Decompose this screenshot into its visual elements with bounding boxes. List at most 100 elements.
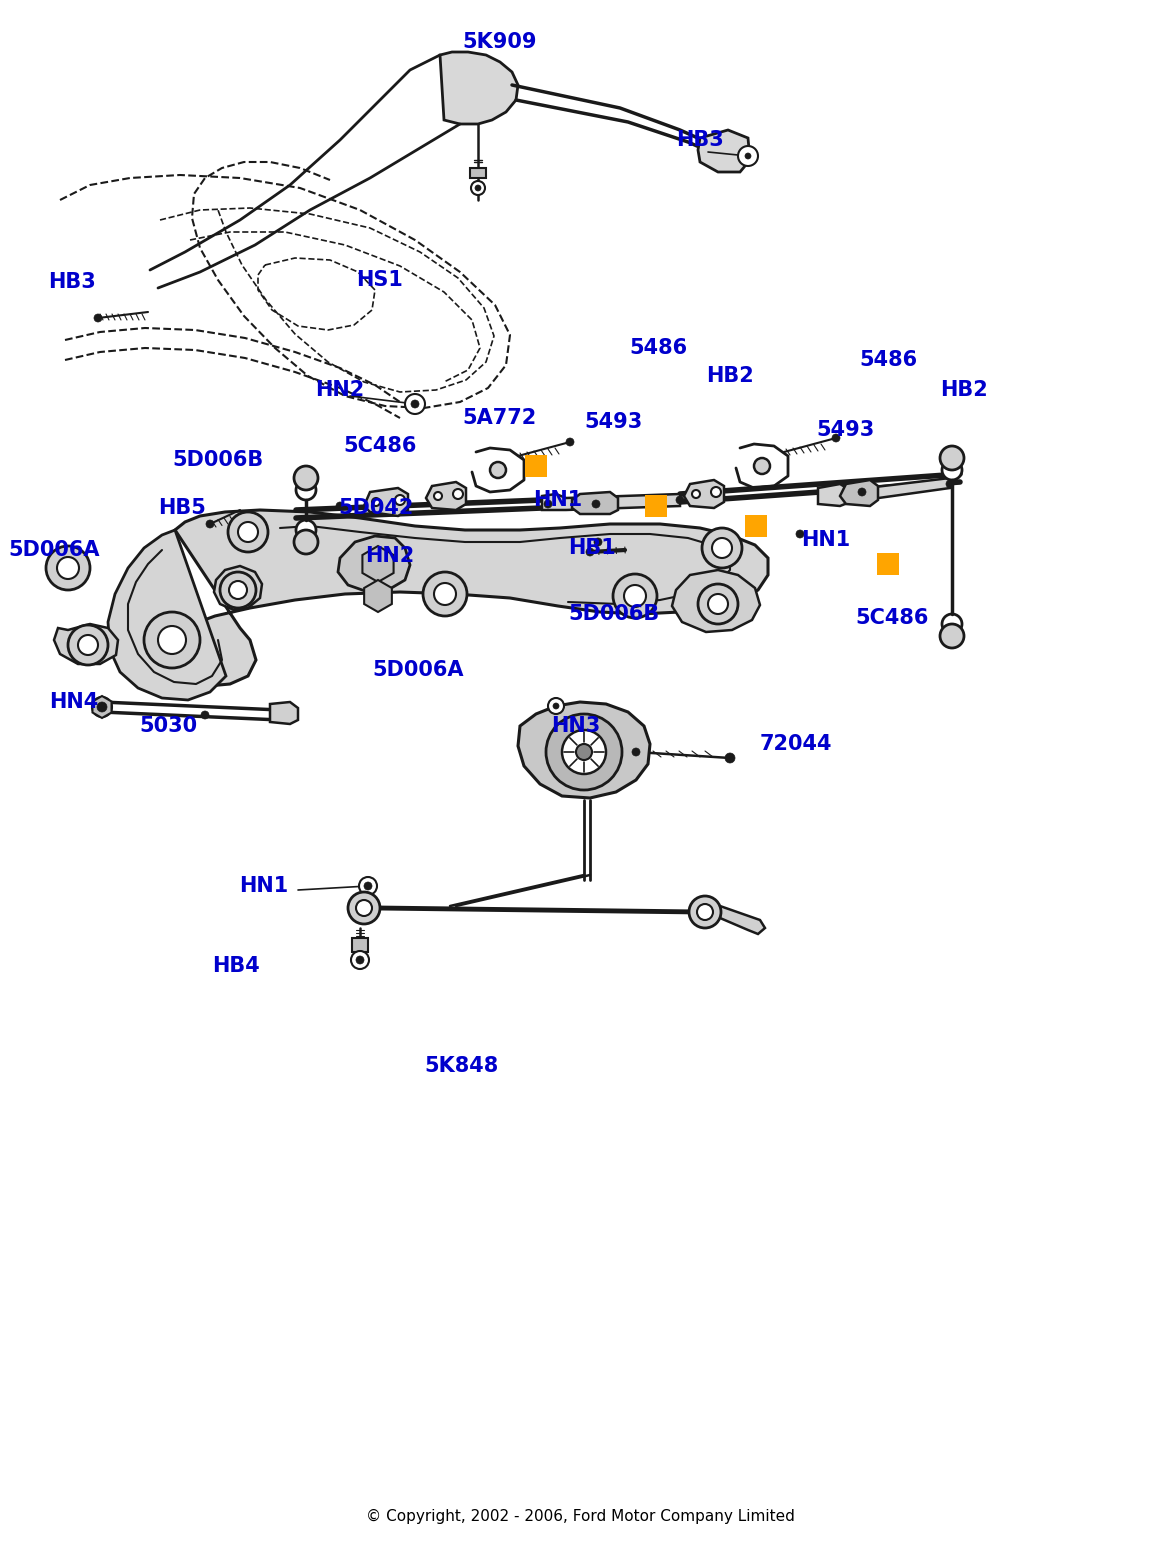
Polygon shape <box>55 625 118 663</box>
Polygon shape <box>108 530 226 700</box>
Circle shape <box>712 538 732 558</box>
Circle shape <box>561 730 606 775</box>
Circle shape <box>364 883 372 890</box>
Circle shape <box>372 498 380 506</box>
Polygon shape <box>162 510 768 686</box>
Bar <box>877 553 899 575</box>
Circle shape <box>544 499 552 509</box>
Text: 5030: 5030 <box>139 716 197 736</box>
Circle shape <box>405 394 425 414</box>
Circle shape <box>411 400 419 408</box>
Polygon shape <box>362 546 393 581</box>
Circle shape <box>68 625 108 665</box>
Circle shape <box>144 612 200 668</box>
Text: HN3: HN3 <box>551 716 601 736</box>
Text: 5493: 5493 <box>817 421 875 441</box>
Circle shape <box>553 703 559 710</box>
Text: HN2: HN2 <box>316 380 364 400</box>
Circle shape <box>92 697 113 717</box>
Text: 5C486: 5C486 <box>855 608 929 628</box>
Circle shape <box>423 572 467 615</box>
Circle shape <box>293 465 318 490</box>
Polygon shape <box>519 702 650 798</box>
Circle shape <box>546 714 622 790</box>
Circle shape <box>348 892 380 925</box>
Circle shape <box>711 487 722 496</box>
Circle shape <box>612 574 657 618</box>
Circle shape <box>351 951 369 969</box>
Circle shape <box>158 626 186 654</box>
Polygon shape <box>572 492 618 513</box>
Polygon shape <box>818 478 950 506</box>
Polygon shape <box>364 489 408 516</box>
Circle shape <box>434 492 442 499</box>
Text: HB2: HB2 <box>706 366 754 386</box>
Text: 72044: 72044 <box>760 734 832 754</box>
Circle shape <box>336 502 345 510</box>
Polygon shape <box>93 696 111 717</box>
Text: HN1: HN1 <box>534 490 582 510</box>
Polygon shape <box>672 570 760 632</box>
Circle shape <box>947 479 954 489</box>
Text: 5K909: 5K909 <box>463 32 537 53</box>
Polygon shape <box>426 482 466 510</box>
Circle shape <box>296 479 316 499</box>
Circle shape <box>940 445 964 470</box>
Circle shape <box>490 462 506 478</box>
Polygon shape <box>542 495 680 510</box>
Text: 5K848: 5K848 <box>425 1056 499 1076</box>
Circle shape <box>46 546 90 591</box>
Polygon shape <box>698 130 751 172</box>
Circle shape <box>358 877 377 895</box>
Circle shape <box>78 635 97 656</box>
Text: HB1: HB1 <box>568 538 616 558</box>
Circle shape <box>942 614 962 634</box>
Circle shape <box>434 583 456 604</box>
Circle shape <box>201 711 209 719</box>
Circle shape <box>577 744 592 761</box>
Bar <box>645 495 667 516</box>
Circle shape <box>676 496 684 504</box>
Circle shape <box>238 523 258 543</box>
Text: 5D042: 5D042 <box>339 498 414 518</box>
Circle shape <box>745 153 751 159</box>
Bar <box>745 515 767 536</box>
Circle shape <box>632 748 640 756</box>
Circle shape <box>754 458 770 475</box>
Circle shape <box>796 530 804 538</box>
Circle shape <box>356 955 364 965</box>
Circle shape <box>220 572 256 608</box>
Circle shape <box>97 702 107 713</box>
Circle shape <box>858 489 867 496</box>
Circle shape <box>396 495 405 506</box>
Text: 5D006A: 5D006A <box>8 540 100 560</box>
Text: 5493: 5493 <box>585 411 643 431</box>
Circle shape <box>693 490 699 498</box>
Text: HN2: HN2 <box>365 546 414 566</box>
Polygon shape <box>338 536 409 592</box>
Text: 5486: 5486 <box>858 349 918 369</box>
Text: 5D006A: 5D006A <box>372 660 464 680</box>
Text: 5C486: 5C486 <box>343 436 416 456</box>
Circle shape <box>548 697 564 714</box>
Circle shape <box>296 519 316 540</box>
Circle shape <box>293 530 318 553</box>
Text: © Copyright, 2002 - 2006, Ford Motor Company Limited: © Copyright, 2002 - 2006, Ford Motor Com… <box>365 1509 795 1523</box>
Bar <box>351 938 368 952</box>
Text: HN1: HN1 <box>802 530 850 550</box>
Circle shape <box>738 145 757 165</box>
Circle shape <box>708 594 728 614</box>
Polygon shape <box>720 906 764 934</box>
Circle shape <box>94 314 102 322</box>
Text: HB5: HB5 <box>158 498 206 518</box>
Text: HN1: HN1 <box>239 877 289 897</box>
Circle shape <box>474 186 481 192</box>
Circle shape <box>697 904 713 920</box>
Circle shape <box>698 584 738 625</box>
Circle shape <box>940 625 964 648</box>
Circle shape <box>689 897 722 928</box>
Bar <box>470 169 486 178</box>
Polygon shape <box>840 479 878 506</box>
Polygon shape <box>684 479 724 509</box>
Polygon shape <box>270 702 298 724</box>
